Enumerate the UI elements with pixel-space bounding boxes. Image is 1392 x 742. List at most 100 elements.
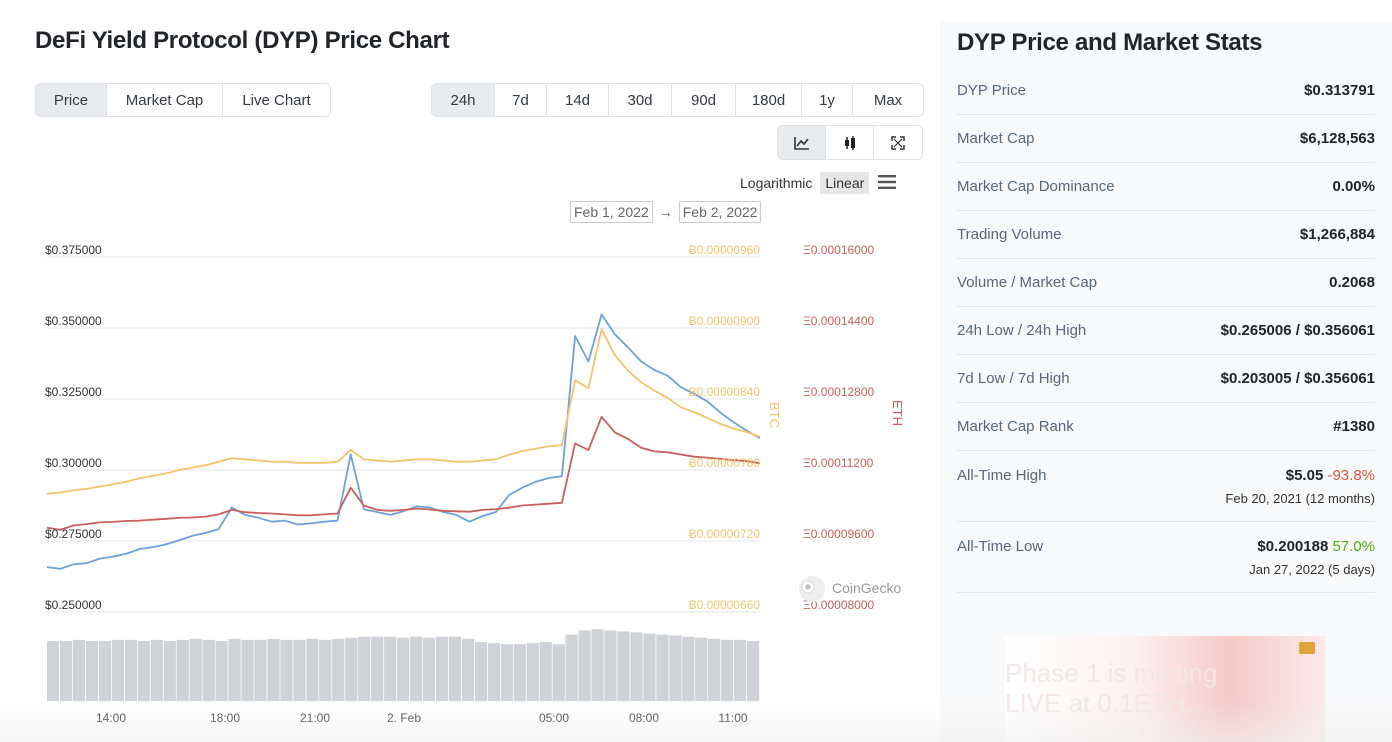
stat-row-atl: All-Time Low $0.200188 57.0% Jan 27, 202… (957, 522, 1375, 593)
y-tick-eth: Ξ0.00008000 (803, 598, 875, 612)
volume-bar (163, 641, 176, 701)
volume-bar (384, 636, 397, 701)
y-tick-eth: Ξ0.00012800 (803, 385, 875, 399)
period-90d[interactable]: 90d (672, 84, 736, 116)
volume-bar (682, 636, 695, 701)
stat-label: All-Time High (957, 467, 1047, 484)
series-line-usd (46, 313, 761, 570)
stat-label: 24h Low / 24h High (957, 322, 1087, 339)
period-14d[interactable]: 14d (547, 84, 609, 116)
volume-bar (630, 632, 643, 701)
y-tick-eth: Ξ0.00014400 (803, 314, 875, 328)
stat-row-volume: Trading Volume $1,266,884 (957, 211, 1375, 259)
stat-row-price: DYP Price $0.313791 (957, 67, 1375, 115)
period-max[interactable]: Max (853, 84, 923, 116)
stat-label: Market Cap (957, 130, 1035, 147)
atl-change: 57.0% (1332, 538, 1375, 555)
stat-label: DYP Price (957, 82, 1026, 99)
volume-bar (474, 642, 487, 701)
volume-bar (47, 641, 60, 701)
linear-button[interactable]: Linear (820, 172, 870, 194)
volume-bar (695, 637, 708, 701)
stat-row-7d-range: 7d Low / 7d High $0.203005 / $0.356061 (957, 355, 1375, 403)
date-range-arrow: → (658, 204, 673, 220)
volume-bar (98, 641, 112, 701)
hamburger-menu-icon[interactable] (878, 174, 897, 192)
y-tick-btc: Ƀ0.00000840 (689, 385, 761, 399)
chart-type-tabs: Price Market Cap Live Chart (35, 83, 331, 117)
fullscreen-icon[interactable] (874, 126, 922, 159)
stats-table: DYP Price $0.313791 Market Cap $6,128,563 … (940, 67, 1392, 593)
volume-bar (358, 636, 371, 701)
stat-label: Trading Volume (957, 226, 1062, 243)
tab-live-chart[interactable]: Live Chart (223, 84, 330, 116)
volume-bar (487, 643, 500, 701)
period-1y[interactable]: 1y (802, 84, 853, 116)
volume-bar (85, 641, 99, 701)
volume-bar (656, 634, 669, 701)
volume-bar (202, 639, 215, 701)
stat-row-ath: All-Time High $5.05 -93.8% Feb 20, 2021 … (957, 451, 1375, 522)
stat-value: 0.2068 (1329, 274, 1375, 291)
volume-bar (604, 630, 617, 701)
ad-badge-icon (1299, 642, 1315, 654)
scale-toggle: Logarithmic Linear (740, 172, 897, 194)
candlestick-icon[interactable] (826, 126, 874, 159)
stat-label: Market Cap Dominance (957, 178, 1115, 195)
volume-bar (448, 636, 462, 701)
period-24h[interactable]: 24h (432, 84, 495, 116)
date-to-input[interactable]: Feb 2, 2022 (678, 201, 762, 223)
y-tick-usd: $0.325000 (45, 385, 102, 399)
volume-bar (721, 639, 734, 701)
date-range: Feb 1, 2022 → Feb 2, 2022 (570, 201, 762, 223)
volume-bar (189, 638, 202, 701)
y-tick-usd: $0.350000 (45, 314, 102, 328)
chart-panel: DeFi Yield Protocol (DYP) Price Chart Pr… (0, 0, 938, 742)
volume-bar (669, 635, 682, 701)
y-tick-eth: Ξ0.00009600 (803, 527, 875, 541)
logarithmic-button[interactable]: Logarithmic (740, 175, 813, 191)
series-line-btc (46, 328, 761, 495)
ath-date: Feb 20, 2021 (12 months) (1225, 491, 1375, 506)
volume-bar (552, 644, 565, 701)
volume-bar (332, 638, 345, 701)
volume-bar (591, 629, 604, 701)
market-stats-panel: DYP Price and Market Stats DYP Price $0.3… (940, 22, 1392, 742)
volume-bar (176, 639, 189, 701)
period-tabs: 24h 7d 14d 30d 90d 180d 1y Max (431, 83, 924, 117)
ath-value: $5.05 (1285, 467, 1324, 484)
period-30d[interactable]: 30d (609, 84, 672, 116)
volume-bar (254, 639, 267, 701)
series-line-eth (46, 415, 761, 531)
stat-row-24h-range: 24h Low / 24h High $0.265006 / $0.356061 (957, 307, 1375, 355)
stat-value: $1,266,884 (1299, 226, 1375, 243)
volume-bar (461, 638, 474, 701)
stat-value: $6,128,563 (1299, 130, 1375, 147)
chart-tools (777, 125, 923, 160)
tab-price[interactable]: Price (36, 84, 107, 116)
volume-bar (435, 636, 449, 701)
period-7d[interactable]: 7d (495, 84, 547, 116)
volume-bar (734, 639, 747, 701)
stat-label: Market Cap Rank (957, 418, 1074, 435)
stat-label: Volume / Market Cap (957, 274, 1098, 291)
tab-market-cap[interactable]: Market Cap (107, 84, 223, 116)
ad-line-1: Phase 1 is minting (1005, 658, 1218, 688)
volume-bar (267, 638, 280, 701)
eth-axis-label: ETH (890, 400, 905, 426)
volume-bar (747, 641, 760, 701)
volume-bar (319, 639, 332, 701)
stat-value: $0.203005 / $0.356061 (1220, 370, 1375, 387)
price-chart[interactable]: $0.375000 Ƀ0.00000960 Ξ0.00016000 $0.350000… (0, 0, 938, 742)
date-from-input[interactable]: Feb 1, 2022 (570, 201, 653, 223)
stat-value: $0.265006 / $0.356061 (1220, 322, 1375, 339)
y-tick-usd: $0.375000 (45, 243, 102, 257)
stat-value: 0.00% (1332, 178, 1375, 195)
line-chart-icon[interactable] (778, 126, 826, 159)
period-180d[interactable]: 180d (736, 84, 802, 116)
volume-bar (280, 639, 293, 701)
volume-bar (241, 639, 254, 701)
stat-row-market-cap: Market Cap $6,128,563 (957, 115, 1375, 163)
volume-bar (293, 639, 306, 701)
volume-bar (500, 644, 513, 701)
